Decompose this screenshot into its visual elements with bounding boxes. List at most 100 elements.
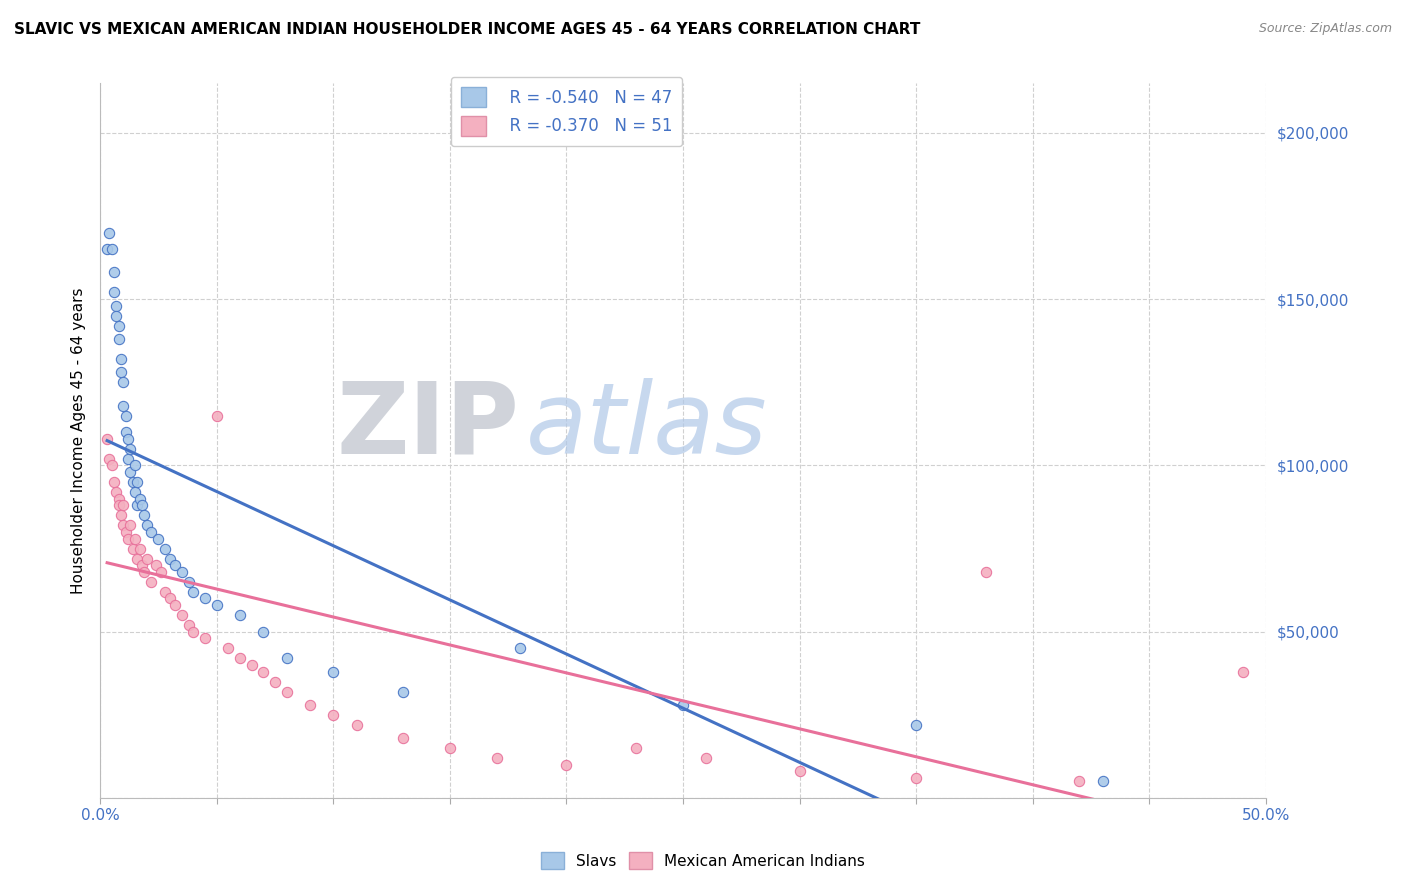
Point (124, 458, 146, 473)
Point (103, 265, 125, 279)
Point (107, 499, 129, 513)
Point (485, 751, 508, 765)
Point (145, 558, 167, 573)
Point (148, 532, 170, 546)
Point (392, 731, 415, 746)
Point (298, 698, 321, 712)
Point (120, 518, 142, 533)
Point (905, 771, 928, 785)
Point (183, 624, 205, 639)
Point (1069, 774, 1091, 789)
Point (170, 608, 193, 623)
Point (672, 698, 695, 712)
Point (105, 299, 128, 313)
Point (135, 551, 157, 566)
Point (155, 541, 177, 556)
Point (252, 665, 274, 679)
Point (1232, 665, 1254, 679)
Point (121, 475, 143, 489)
Point (229, 608, 252, 623)
Point (155, 584, 177, 599)
Point (128, 491, 150, 506)
Point (107, 491, 129, 506)
Point (98, 451, 121, 466)
Point (392, 684, 415, 698)
Point (252, 624, 274, 639)
Point (177, 574, 200, 589)
Point (276, 684, 298, 698)
Point (177, 618, 200, 632)
Legend: Slavs, Mexican American Indians: Slavs, Mexican American Indians (536, 846, 870, 875)
Point (205, 598, 228, 612)
Point (114, 425, 136, 439)
Point (322, 665, 344, 679)
Point (112, 518, 135, 533)
Point (159, 591, 181, 606)
Point (114, 409, 136, 423)
Point (110, 365, 132, 379)
Point (322, 707, 344, 722)
Point (131, 499, 153, 513)
Point (131, 558, 153, 573)
Point (134, 508, 156, 523)
Point (120, 465, 142, 479)
Point (170, 565, 193, 579)
Point (103, 475, 125, 489)
Point (110, 351, 132, 366)
Point (96, 242, 118, 256)
Text: SLAVIC VS MEXICAN AMERICAN INDIAN HOUSEHOLDER INCOME AGES 45 - 64 YEARS CORRELAT: SLAVIC VS MEXICAN AMERICAN INDIAN HOUSEH… (14, 22, 921, 37)
Point (163, 558, 186, 573)
Legend:   R = -0.540   N = 47,   R = -0.370   N = 51: R = -0.540 N = 47, R = -0.370 N = 51 (450, 77, 682, 146)
Point (135, 518, 157, 533)
Point (114, 524, 136, 539)
Point (217, 641, 239, 656)
Point (127, 475, 149, 489)
Point (117, 432, 139, 446)
Point (127, 499, 149, 513)
Point (112, 376, 135, 390)
Text: Source: ZipAtlas.com: Source: ZipAtlas.com (1258, 22, 1392, 36)
Point (555, 757, 578, 772)
Point (124, 485, 146, 500)
Text: ZIP: ZIP (337, 377, 520, 475)
Point (509, 641, 531, 656)
Point (163, 598, 186, 612)
Point (105, 485, 128, 500)
Point (134, 565, 156, 579)
Point (141, 524, 163, 539)
Point (346, 718, 368, 732)
Y-axis label: Householder Income Ages 45 - 64 years: Householder Income Ages 45 - 64 years (72, 287, 86, 594)
Point (110, 508, 132, 523)
Point (117, 451, 139, 466)
Point (107, 332, 129, 346)
Point (264, 674, 287, 689)
Point (789, 764, 811, 779)
Point (112, 399, 135, 413)
Point (695, 751, 717, 765)
Point (439, 741, 461, 756)
Point (159, 551, 181, 566)
Point (101, 242, 124, 256)
Point (127, 551, 149, 566)
Point (120, 442, 142, 456)
Point (626, 741, 648, 756)
Point (194, 632, 217, 646)
Point (974, 565, 997, 579)
Point (194, 591, 217, 606)
Point (905, 718, 928, 732)
Point (107, 318, 129, 333)
Point (276, 651, 298, 665)
Point (112, 499, 135, 513)
Point (183, 584, 205, 599)
Point (101, 458, 124, 473)
Point (124, 532, 146, 546)
Point (117, 532, 139, 546)
Point (103, 285, 125, 300)
Point (149, 565, 172, 579)
Point (98, 226, 121, 240)
Point (1091, 774, 1114, 789)
Point (128, 541, 150, 556)
Point (121, 541, 143, 556)
Point (96, 432, 118, 446)
Text: atlas: atlas (526, 377, 768, 475)
